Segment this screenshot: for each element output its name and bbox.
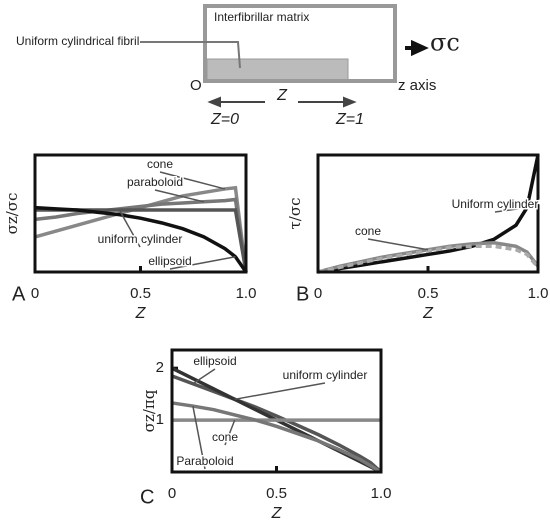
matrix-label: Interfibrillar matrix bbox=[214, 10, 309, 24]
fibril bbox=[206, 58, 349, 81]
series-label: ellipsoid bbox=[148, 254, 191, 268]
leader bbox=[118, 209, 141, 248]
y-axis-title: σz/σc bbox=[3, 193, 21, 235]
plot-frame bbox=[33, 153, 248, 274]
curve bbox=[171, 401, 382, 474]
fibril-leader bbox=[140, 41, 241, 69]
axis-label: z axis bbox=[398, 77, 436, 94]
series-label: paraboloid bbox=[127, 175, 183, 189]
start-label: Z=0 bbox=[210, 111, 239, 128]
curve bbox=[317, 244, 540, 274]
x-tick-label: 0 bbox=[31, 285, 39, 302]
x-tick-label: 0 bbox=[314, 285, 322, 302]
leader bbox=[234, 382, 326, 401]
leader bbox=[192, 368, 216, 385]
series-label: uniform cylinder bbox=[283, 368, 368, 382]
y-tick-label: 2 bbox=[156, 359, 164, 376]
leader bbox=[154, 189, 204, 203]
left-arrow bbox=[207, 96, 265, 108]
leader bbox=[224, 419, 236, 446]
series-label: Paraboloid bbox=[176, 454, 233, 468]
panel-label: C bbox=[140, 486, 154, 508]
leader bbox=[367, 238, 429, 251]
curve bbox=[34, 205, 248, 273]
leader bbox=[169, 256, 236, 270]
y-tick-label: 1 bbox=[156, 411, 164, 428]
leader bbox=[159, 171, 226, 190]
x-tick-label: 0.5 bbox=[130, 285, 151, 302]
x-axis-title: Z bbox=[271, 505, 283, 522]
curve bbox=[317, 154, 540, 274]
matrix-box bbox=[203, 4, 397, 83]
fibril-label: Uniform cylindrical fibril bbox=[16, 34, 139, 48]
series-label: cone bbox=[212, 430, 238, 444]
x-tick-label: 0 bbox=[168, 485, 176, 502]
origin: O bbox=[190, 77, 202, 94]
series-label: cone bbox=[355, 224, 381, 238]
x-axis-title: Z bbox=[422, 305, 434, 322]
panel-label: A bbox=[12, 283, 26, 305]
y-axis-title: σz/πq bbox=[140, 389, 158, 432]
plot-frame bbox=[170, 348, 383, 474]
panel-label: B bbox=[296, 283, 309, 305]
curve bbox=[34, 197, 248, 273]
series-label: ellipsoid bbox=[193, 354, 236, 368]
x-tick-label: 1.0 bbox=[371, 485, 392, 502]
leader bbox=[192, 405, 206, 470]
x-axis-title: Z bbox=[135, 305, 147, 322]
right-arrow bbox=[298, 96, 357, 108]
x-tick-label: 1.0 bbox=[236, 285, 257, 302]
x-tick-label: 0.5 bbox=[266, 485, 287, 502]
series-label: cone bbox=[147, 157, 173, 171]
x-tick-label: 0.5 bbox=[418, 285, 439, 302]
leader bbox=[494, 206, 528, 213]
stress-label: σc bbox=[430, 29, 460, 57]
x-tick-label: 1.0 bbox=[528, 285, 549, 302]
diagram: Interfibrillar matrix Uniform cylindrica… bbox=[16, 4, 460, 128]
y-axis-title: τ/σc bbox=[286, 198, 304, 230]
end-label: Z=1 bbox=[335, 111, 364, 128]
span-label: Z bbox=[276, 87, 288, 104]
series-label: Uniform cylinder bbox=[452, 197, 539, 211]
series-label: uniform cylinder bbox=[98, 232, 183, 246]
stress-arrow bbox=[405, 39, 429, 57]
plot-frame bbox=[316, 153, 540, 274]
